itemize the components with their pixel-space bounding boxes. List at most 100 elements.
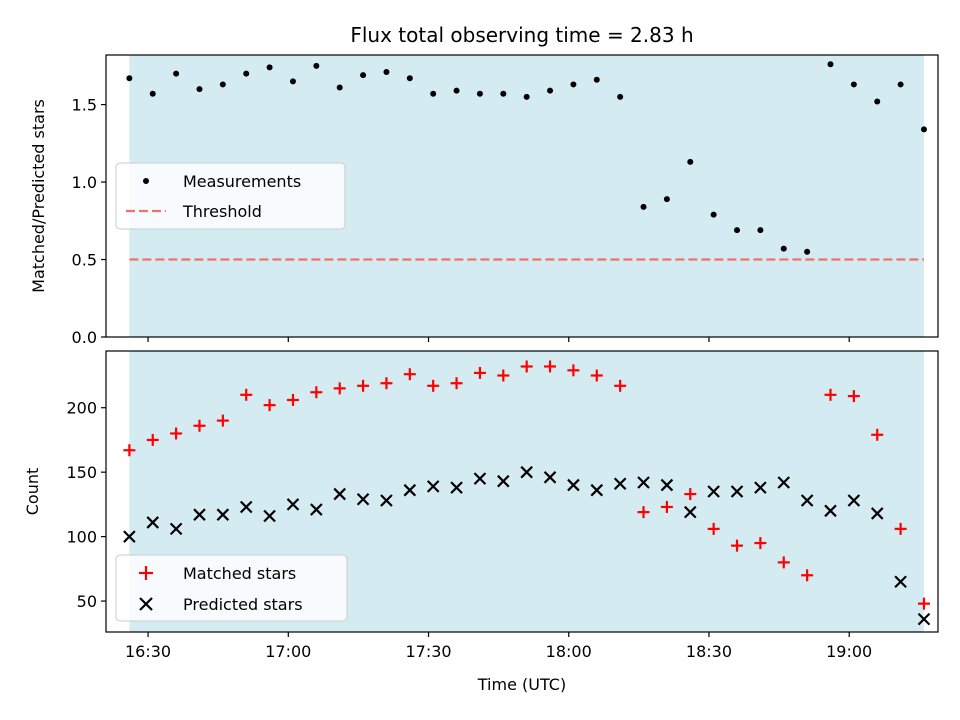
measurement-point [149, 90, 156, 97]
predicted-star-point [123, 530, 136, 543]
x-tick-label: 17:30 [405, 642, 451, 661]
legend-predicted-marker [139, 597, 153, 611]
predicted-star-point [380, 494, 393, 507]
matched-star-point [497, 369, 510, 382]
y-tick-label: 100 [66, 528, 97, 547]
matched-star-point [123, 444, 136, 457]
bottom-panel: 50 100 150 200 16:30 17:00 17:30 18:00 18:30 19:… [23, 350, 939, 694]
measurement-point [827, 61, 834, 68]
x-tick-label: 17:00 [265, 642, 311, 661]
predicted-star-point [707, 485, 720, 498]
top-legend: Measurements Threshold [115, 162, 346, 230]
predicted-star-point [824, 504, 837, 518]
predicted-star-point [286, 498, 300, 511]
y-tick-label: 50 [77, 592, 97, 611]
measurement-point [313, 62, 320, 69]
matched-star-point [427, 379, 440, 392]
predicted-star-point [754, 481, 767, 494]
predicted-star-point [146, 516, 160, 529]
measurement-point [640, 203, 647, 210]
predicted-star-point [473, 472, 487, 485]
matched-star-point [216, 414, 229, 427]
legend-matched-marker [139, 566, 153, 580]
predicted-star-point [239, 500, 253, 514]
predicted-star-point [894, 575, 907, 589]
predicted-star-point [567, 478, 580, 492]
measurement-point [570, 81, 577, 88]
predicted-star-point [497, 474, 510, 488]
measurement-point [687, 158, 694, 165]
legend-matched-label: Matched stars [183, 564, 296, 583]
measurement-point [734, 227, 741, 234]
predicted-star-point [870, 507, 884, 520]
predicted-star-point [800, 494, 814, 507]
predicted-star-point [777, 476, 791, 489]
measurement-point [266, 64, 273, 71]
measurement-point [757, 227, 764, 234]
matched-star-point [193, 419, 206, 432]
matched-star-point [684, 488, 697, 501]
matched-star-point [801, 569, 814, 582]
measurement-point [336, 84, 343, 91]
measurement-point [617, 93, 624, 100]
matched-star-point [567, 364, 580, 377]
x-tick-label: 19:00 [826, 642, 872, 661]
matched-star-point [824, 388, 837, 401]
matched-star-point [707, 522, 720, 535]
measurement-point [547, 87, 554, 94]
measurement-point [360, 72, 367, 79]
bottom-legend-box [115, 554, 348, 622]
predicted-star-point [333, 487, 346, 501]
measurement-point [663, 196, 670, 203]
top-y-ticks: 0.0 0.5 1.0 1.5 [72, 96, 106, 347]
legend-measurements-label: Measurements [183, 172, 301, 191]
top-y-axis-label: Matched/Predicted stars [29, 99, 48, 293]
matched-star-point [917, 597, 930, 610]
matched-star-point [847, 390, 860, 403]
bottom-y-ticks: 50 100 150 200 [66, 399, 106, 611]
measurement-point [523, 93, 530, 100]
top-plot-frame [105, 54, 939, 338]
top-x-ticks [147, 337, 850, 342]
measurement-point [243, 70, 250, 77]
measurement-point [173, 70, 180, 77]
x-tick-label: 18:00 [546, 642, 592, 661]
measurement-point [453, 87, 460, 94]
matched-star-point [403, 368, 416, 381]
predicted-stars-points [123, 465, 931, 626]
chart-title: Flux total observing time = 2.83 h [350, 23, 693, 47]
predicted-star-point [450, 481, 463, 494]
measurement-point [196, 86, 203, 93]
predicted-star-point [730, 485, 744, 498]
measurement-point [593, 76, 600, 83]
y-tick-label: 1.0 [72, 173, 97, 192]
matched-star-point [286, 393, 299, 406]
measurement-point [500, 90, 507, 97]
matched-star-point [473, 366, 486, 379]
matched-star-point [660, 500, 673, 513]
matched-star-point [614, 379, 627, 392]
measurement-point [383, 69, 390, 76]
predicted-star-point [637, 476, 650, 489]
top-panel: 0.0 0.5 1.0 1.5 Matched/Predicted stars Mea… [29, 54, 939, 347]
matched-star-point [146, 433, 159, 446]
bottom-plot-frame [105, 350, 939, 633]
matched-star-point [380, 377, 393, 390]
matched-star-point [544, 360, 557, 373]
y-tick-label: 200 [66, 399, 97, 418]
measurement-point [874, 98, 881, 105]
measurement-point [126, 75, 133, 82]
x-axis-label: Time (UTC) [477, 675, 566, 694]
bottom-legend: Matched stars Predicted stars [115, 554, 348, 622]
matched-star-point [240, 388, 253, 401]
x-tick-label: 16:30 [125, 642, 171, 661]
matched-star-point [333, 382, 346, 395]
matched-star-point [731, 539, 744, 552]
predicted-star-point [917, 612, 931, 626]
predicted-star-point [543, 471, 557, 484]
matched-star-point [450, 377, 463, 390]
measurement-point [804, 248, 811, 255]
measurement-point [897, 81, 904, 88]
matched-star-point [310, 386, 323, 399]
